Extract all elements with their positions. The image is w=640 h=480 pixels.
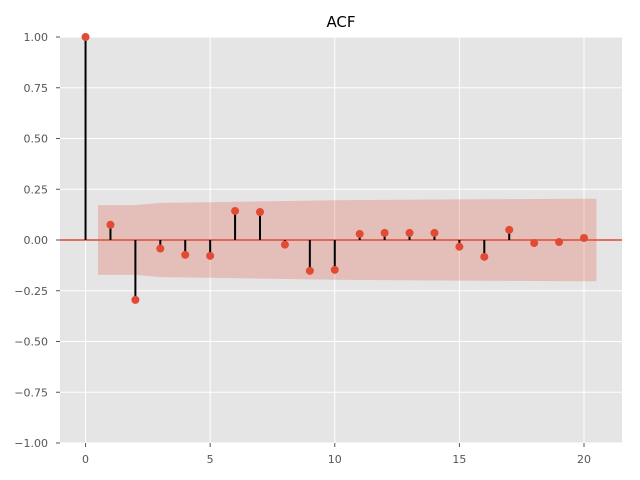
marker-lag-17	[505, 225, 514, 234]
marker-lag-9	[305, 266, 314, 275]
marker-lag-8	[280, 240, 289, 249]
marker-lag-13	[405, 228, 414, 237]
marker-lag-19	[555, 238, 564, 247]
x-tick-label-2: 10	[328, 453, 342, 466]
marker-lag-14	[430, 228, 439, 237]
marker-lag-2	[131, 295, 140, 304]
x-tick-label-1: 5	[207, 453, 214, 466]
marker-lag-10	[330, 265, 339, 274]
y-tick-label-7: 0.75	[24, 82, 49, 95]
marker-lag-3	[156, 244, 165, 253]
marker-lag-15	[455, 242, 464, 251]
marker-lag-0	[81, 33, 90, 41]
markers	[81, 33, 588, 304]
y-tick-label-1: −0.75	[14, 386, 48, 399]
chart-title: ACF	[326, 13, 355, 31]
marker-lag-18	[530, 239, 539, 248]
y-tick-label-5: 0.25	[24, 183, 49, 196]
x-axis-ticks: 0 5 10 15 20	[82, 443, 591, 466]
y-tick-label-6: 0.50	[24, 133, 49, 146]
marker-lag-16	[480, 252, 489, 261]
marker-lag-5	[206, 251, 215, 260]
y-axis-ticks: −1.00 −0.75 −0.50 −0.25 0.00 0.25 0.50 0.75 1.00	[14, 31, 60, 450]
marker-lag-12	[380, 228, 389, 237]
marker-lag-20	[579, 233, 588, 242]
marker-lag-1	[106, 220, 115, 229]
marker-lag-7	[256, 207, 265, 216]
marker-lag-11	[355, 229, 364, 238]
x-tick-label-3: 15	[452, 453, 466, 466]
y-tick-label-2: −0.50	[14, 336, 48, 349]
y-tick-label-8: 1.00	[24, 31, 49, 44]
y-tick-label-3: −0.25	[14, 285, 48, 298]
x-tick-label-0: 0	[82, 453, 89, 466]
y-tick-label-4: 0.00	[24, 234, 49, 247]
x-tick-label-4: 20	[577, 453, 591, 466]
marker-lag-6	[231, 206, 240, 215]
marker-lag-4	[181, 250, 190, 259]
y-tick-label-0: −1.00	[14, 437, 48, 450]
